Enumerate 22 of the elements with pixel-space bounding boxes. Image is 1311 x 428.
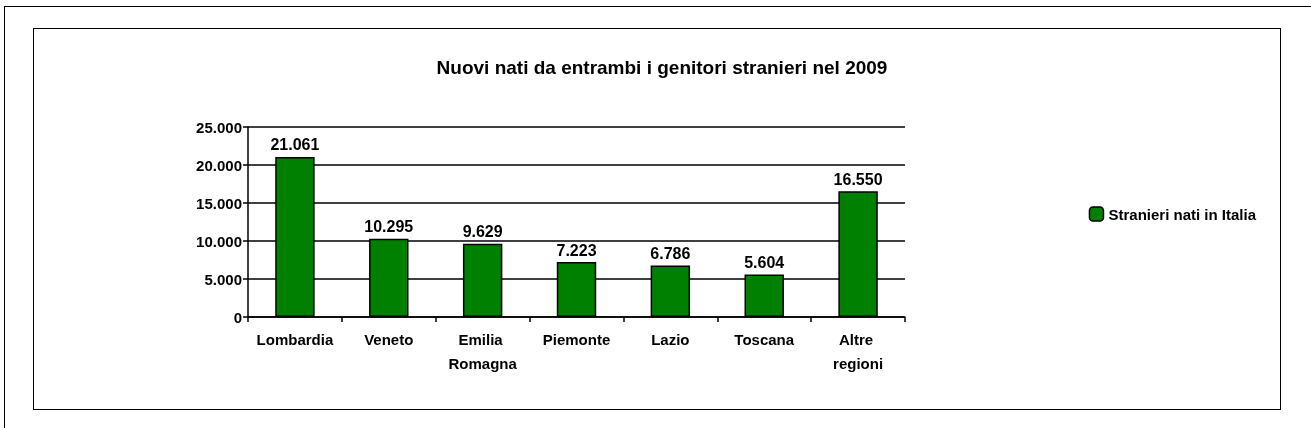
data-label: 10.295	[364, 218, 414, 236]
x-tick-label: Altre regioni	[833, 330, 884, 372]
legend-label: Stranieri nati in Italia	[1108, 205, 1257, 223]
x-tick-label: Piemonte	[542, 330, 611, 348]
data-label: 21.061	[270, 136, 320, 154]
x-tick-label: Lazio	[651, 330, 690, 348]
data-label: 6.786	[650, 244, 691, 262]
x-tick-label: Emilia Romagna	[448, 330, 518, 372]
data-label: 16.550	[833, 170, 883, 188]
chart-title: Nuovi nati da entrambi i genitori stranieri nel 2009	[436, 57, 888, 78]
data-label: 5.604	[744, 253, 785, 271]
x-tick-label: Toscana	[734, 330, 795, 348]
data-label: 7.223	[556, 241, 597, 259]
y-tick-label: 10.000	[196, 232, 242, 250]
y-tick-label: 0	[233, 308, 242, 326]
y-tick-label: 5.000	[204, 270, 242, 288]
data-label: 9.629	[462, 223, 503, 241]
y-tick-label: 20.000	[196, 156, 242, 174]
y-tick-label: 25.000	[196, 118, 242, 136]
y-tick-label: 15.000	[196, 194, 242, 212]
x-tick-label: Veneto	[364, 330, 414, 348]
x-tick-label: Lombardia	[256, 330, 334, 348]
